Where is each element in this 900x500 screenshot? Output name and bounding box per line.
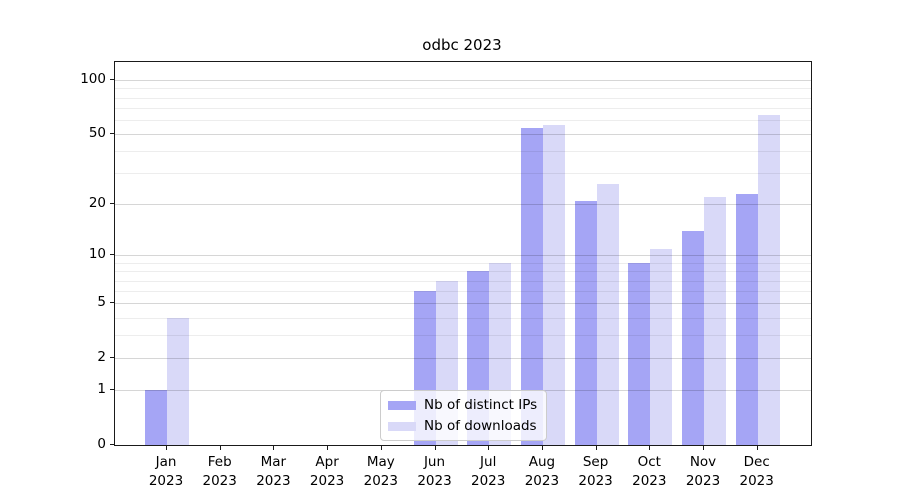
x-tick-may	[380, 446, 382, 450]
y-tick-label-2: 2	[97, 349, 106, 366]
chart-title: odbc 2023	[422, 36, 502, 54]
bar-distinct-ips-sep	[574, 200, 597, 445]
bar-downloads-aug	[542, 125, 565, 445]
legend-label-downloads: Nb of downloads	[424, 418, 537, 434]
minor-gridline-60	[115, 119, 811, 121]
minor-gridline-90	[115, 88, 811, 90]
x-tick-label-dec: Dec 2023	[739, 454, 774, 489]
y-tick-20	[110, 203, 114, 205]
x-tick-oct	[649, 446, 651, 450]
x-tick-nov	[703, 446, 704, 450]
major-gridline-50	[115, 134, 811, 136]
y-tick-0	[110, 444, 114, 445]
legend-swatch-downloads	[388, 421, 416, 431]
x-tick-label-mar: Mar 2023	[256, 454, 291, 489]
x-tick-label-jan: Jan 2023	[148, 454, 184, 489]
bar-downloads-oct	[650, 248, 673, 445]
y-tick-label-1: 1	[97, 381, 106, 398]
y-tick-label-50: 50	[88, 125, 106, 142]
y-tick-2	[110, 357, 114, 359]
bar-downloads-dec	[757, 114, 780, 445]
x-tick-label-oct: Oct 2023	[632, 454, 667, 489]
x-tick-label-jul: Jul 2023	[471, 454, 506, 489]
x-tick-label-aug: Aug 2023	[524, 454, 560, 489]
x-tick-label-may: May 2023	[363, 454, 398, 489]
x-tick-aug	[541, 446, 543, 450]
x-tick-jul	[488, 446, 490, 450]
x-tick-label-feb: Feb 2023	[202, 454, 237, 489]
legend-entry-distinct-ips: Nb of distinct IPs	[388, 397, 537, 413]
x-tick-mar	[273, 446, 275, 450]
y-tick-100	[110, 79, 114, 80]
minor-gridline-30	[115, 173, 811, 175]
bar-downloads-nov	[704, 197, 726, 445]
bar-distinct-ips-aug	[520, 128, 543, 445]
legend-swatch-distinct-ips	[388, 400, 416, 410]
x-tick-label-sep: Sep 2023	[578, 454, 613, 489]
y-tick-1	[110, 389, 114, 391]
y-tick-50	[110, 133, 114, 135]
minor-gridline-80	[115, 97, 811, 99]
x-tick-jun	[434, 446, 436, 450]
major-gridline-100	[115, 80, 811, 81]
y-tick-label-100: 100	[80, 71, 106, 87]
y-tick-label-20: 20	[88, 195, 106, 212]
bar-distinct-ips-oct	[628, 262, 651, 445]
bar-distinct-ips-dec	[735, 193, 758, 445]
x-tick-feb	[219, 446, 221, 450]
legend: Nb of distinct IPs Nb of downloads	[380, 390, 548, 441]
y-tick-label-10: 10	[88, 246, 106, 263]
bar-distinct-ips-jan	[145, 390, 167, 445]
bar-distinct-ips-nov	[682, 230, 704, 445]
minor-gridline-40	[115, 151, 811, 153]
plot-area: Nb of distinct IPs Nb of downloads	[114, 61, 812, 446]
x-tick-jan	[166, 446, 167, 450]
y-tick-label-5: 5	[97, 294, 106, 311]
bar-downloads-sep	[596, 184, 619, 445]
x-tick-label-jun: Jun 2023	[417, 454, 452, 489]
x-tick-label-apr: Apr 2023	[309, 454, 345, 489]
bar-downloads-jan	[167, 317, 189, 445]
legend-label-distinct-ips: Nb of distinct IPs	[424, 397, 538, 413]
x-tick-dec	[756, 446, 758, 450]
y-tick-5	[110, 302, 114, 304]
x-tick-label-nov: Nov 2023	[685, 454, 721, 489]
minor-gridline-70	[115, 107, 811, 109]
y-tick-label-0: 0	[97, 436, 106, 452]
x-tick-apr	[327, 446, 329, 450]
y-tick-10	[110, 254, 114, 256]
x-tick-sep	[595, 446, 597, 450]
legend-entry-downloads: Nb of downloads	[388, 418, 537, 434]
